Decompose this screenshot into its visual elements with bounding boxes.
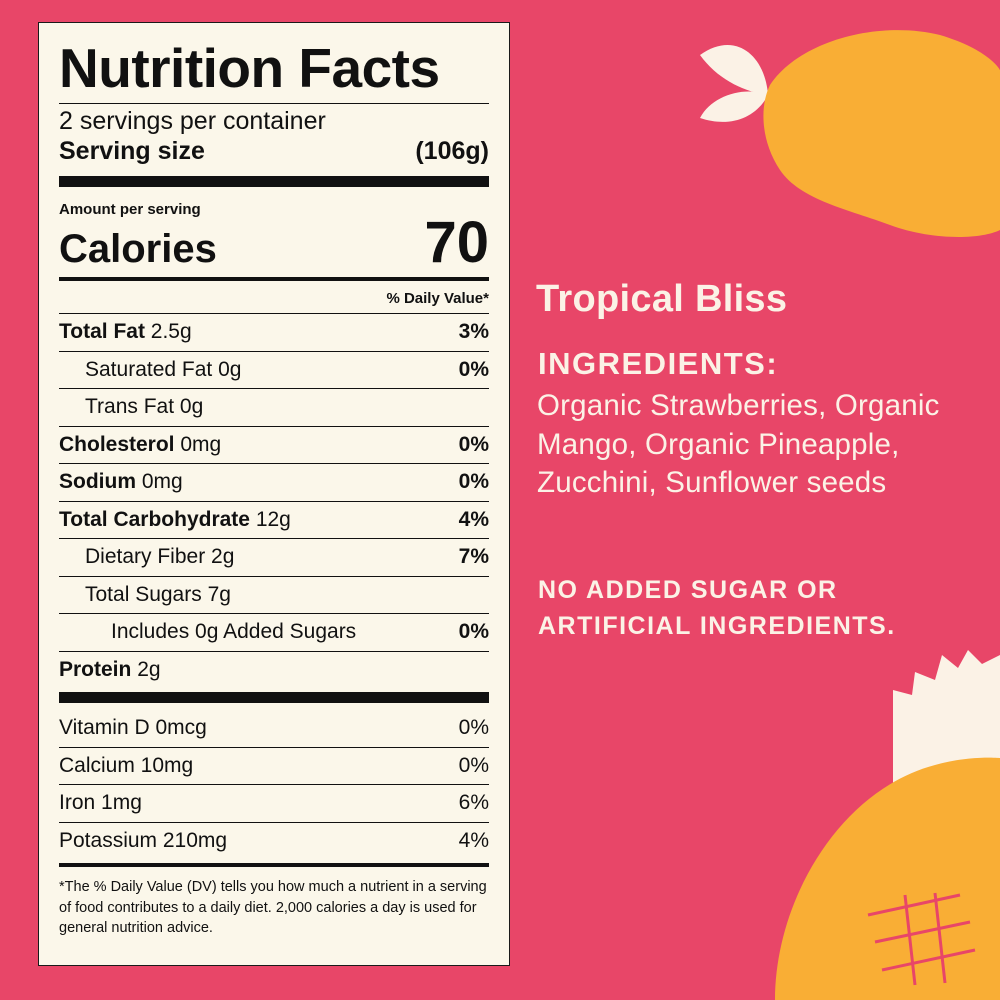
serving-size-row: Serving size (106g) — [59, 136, 489, 176]
nutrition-facts-label: Nutrition Facts 2 servings per container… — [38, 22, 510, 966]
serving-size-value: (106g) — [415, 137, 489, 165]
vitamin-row-calcium: Calcium 10mg 0% — [59, 746, 489, 785]
nutrient-dv: 0% — [458, 470, 489, 494]
vitamin-text: Potassium 210mg — [59, 828, 228, 852]
divider — [59, 103, 489, 104]
pineapple-illustration — [775, 650, 1000, 1000]
nutrient-amount: 0g — [218, 357, 242, 381]
vitamin-text: Vitamin D 0mcg — [59, 715, 207, 739]
nutrient-amount: 2g — [211, 545, 235, 569]
nutrient-amount: 2.5g — [150, 320, 192, 344]
nutrient-name: Includes 0g Added Sugars — [111, 620, 357, 644]
vitamin-dv: 6% — [458, 791, 489, 815]
nutrient-name: Total Fat — [59, 320, 145, 344]
nutrient-dv: 0% — [458, 357, 489, 381]
servings-per-container: 2 servings per container — [59, 107, 326, 135]
calories-row: Calories 70 — [59, 210, 489, 275]
divider-thick — [59, 692, 489, 703]
serving-size-label: Serving size — [59, 137, 205, 165]
nutrient-row-added-sugars: Includes 0g Added Sugars 0% — [59, 613, 489, 651]
divider-medium — [59, 277, 489, 281]
nutrient-name: Trans Fat — [85, 395, 175, 419]
nutrient-row-trans-fat: Trans Fat 0g — [59, 388, 489, 426]
nutrient-amount: 7g — [207, 582, 231, 606]
amount-per-serving: Amount per serving — [59, 201, 201, 218]
ingredients-list: Organic Strawberries, Organic Mango, Org… — [537, 389, 940, 499]
nutrient-row-saturated-fat: Saturated Fat 0g 0% — [59, 350, 489, 389]
vitamin-row-vitamin-d: Vitamin D 0mcg 0% — [59, 709, 489, 747]
nutrient-amount: 12g — [255, 507, 291, 531]
nutrient-amount: 0g — [179, 395, 204, 419]
nutrient-name: Sodium — [59, 470, 136, 494]
vitamin-text: Iron 1mg — [59, 791, 142, 815]
nutrient-dv: 3% — [458, 320, 489, 344]
no-added-sugar-claim: NO ADDED SUGAR OR ARTIFICIAL INGREDIENTS… — [538, 576, 896, 640]
vitamin-dv: 0% — [458, 715, 489, 739]
calories-value: 70 — [424, 210, 489, 275]
ingredients-heading: INGREDIENTS: — [538, 346, 779, 381]
nutrient-row-protein: Protein 2g — [59, 650, 489, 689]
calories-label: Calories — [59, 227, 217, 271]
nutrient-dv: 4% — [458, 507, 489, 531]
daily-value-footnote: *The % Daily Value (DV) tells you how mu… — [59, 879, 487, 936]
nutrient-dv: 0% — [458, 620, 489, 644]
vitamin-text: Calcium 10mg — [59, 753, 194, 777]
nutrient-name: Saturated Fat — [85, 357, 213, 381]
nutrient-row-total-sugars: Total Sugars 7g — [59, 575, 489, 614]
vitamin-row-iron: Iron 1mg 6% — [59, 784, 489, 822]
nutrient-row-sodium: Sodium 0mg 0% — [59, 463, 489, 501]
nutrient-name: Cholesterol — [59, 432, 175, 456]
nutrient-name: Total Sugars — [85, 582, 202, 606]
nutrient-amount: 2g — [137, 657, 161, 681]
nutrient-dv: 0% — [458, 432, 489, 456]
nutrient-dv: 7% — [458, 545, 489, 569]
nutrient-row-dietary-fiber: Dietary Fiber 2g 7% — [59, 538, 489, 576]
divider-medium — [59, 863, 489, 867]
nutrient-row-total-fat: Total Fat 2.5g 3% — [59, 313, 489, 351]
nutrient-name: Total Carbohydrate — [59, 507, 250, 531]
nutrient-row-cholesterol: Cholesterol 0mg 0% — [59, 425, 489, 464]
nutrition-facts-title: Nutrition Facts — [59, 37, 440, 99]
vitamin-row-potassium: Potassium 210mg 4% — [59, 821, 489, 860]
product-title: Tropical Bliss — [536, 278, 788, 320]
nutrient-amount: 0mg — [180, 432, 222, 456]
daily-value-header: % Daily Value* — [386, 290, 489, 307]
nutrient-row-total-carbohydrate: Total Carbohydrate 12g 4% — [59, 500, 489, 539]
nutrient-amount: 0mg — [141, 470, 183, 494]
mango-illustration — [700, 30, 1000, 237]
vitamin-dv: 4% — [458, 828, 489, 852]
nutrient-name: Dietary Fiber — [85, 545, 206, 569]
divider-thick — [59, 176, 489, 187]
vitamin-dv: 0% — [458, 753, 489, 777]
nutrient-name: Protein — [59, 657, 132, 681]
